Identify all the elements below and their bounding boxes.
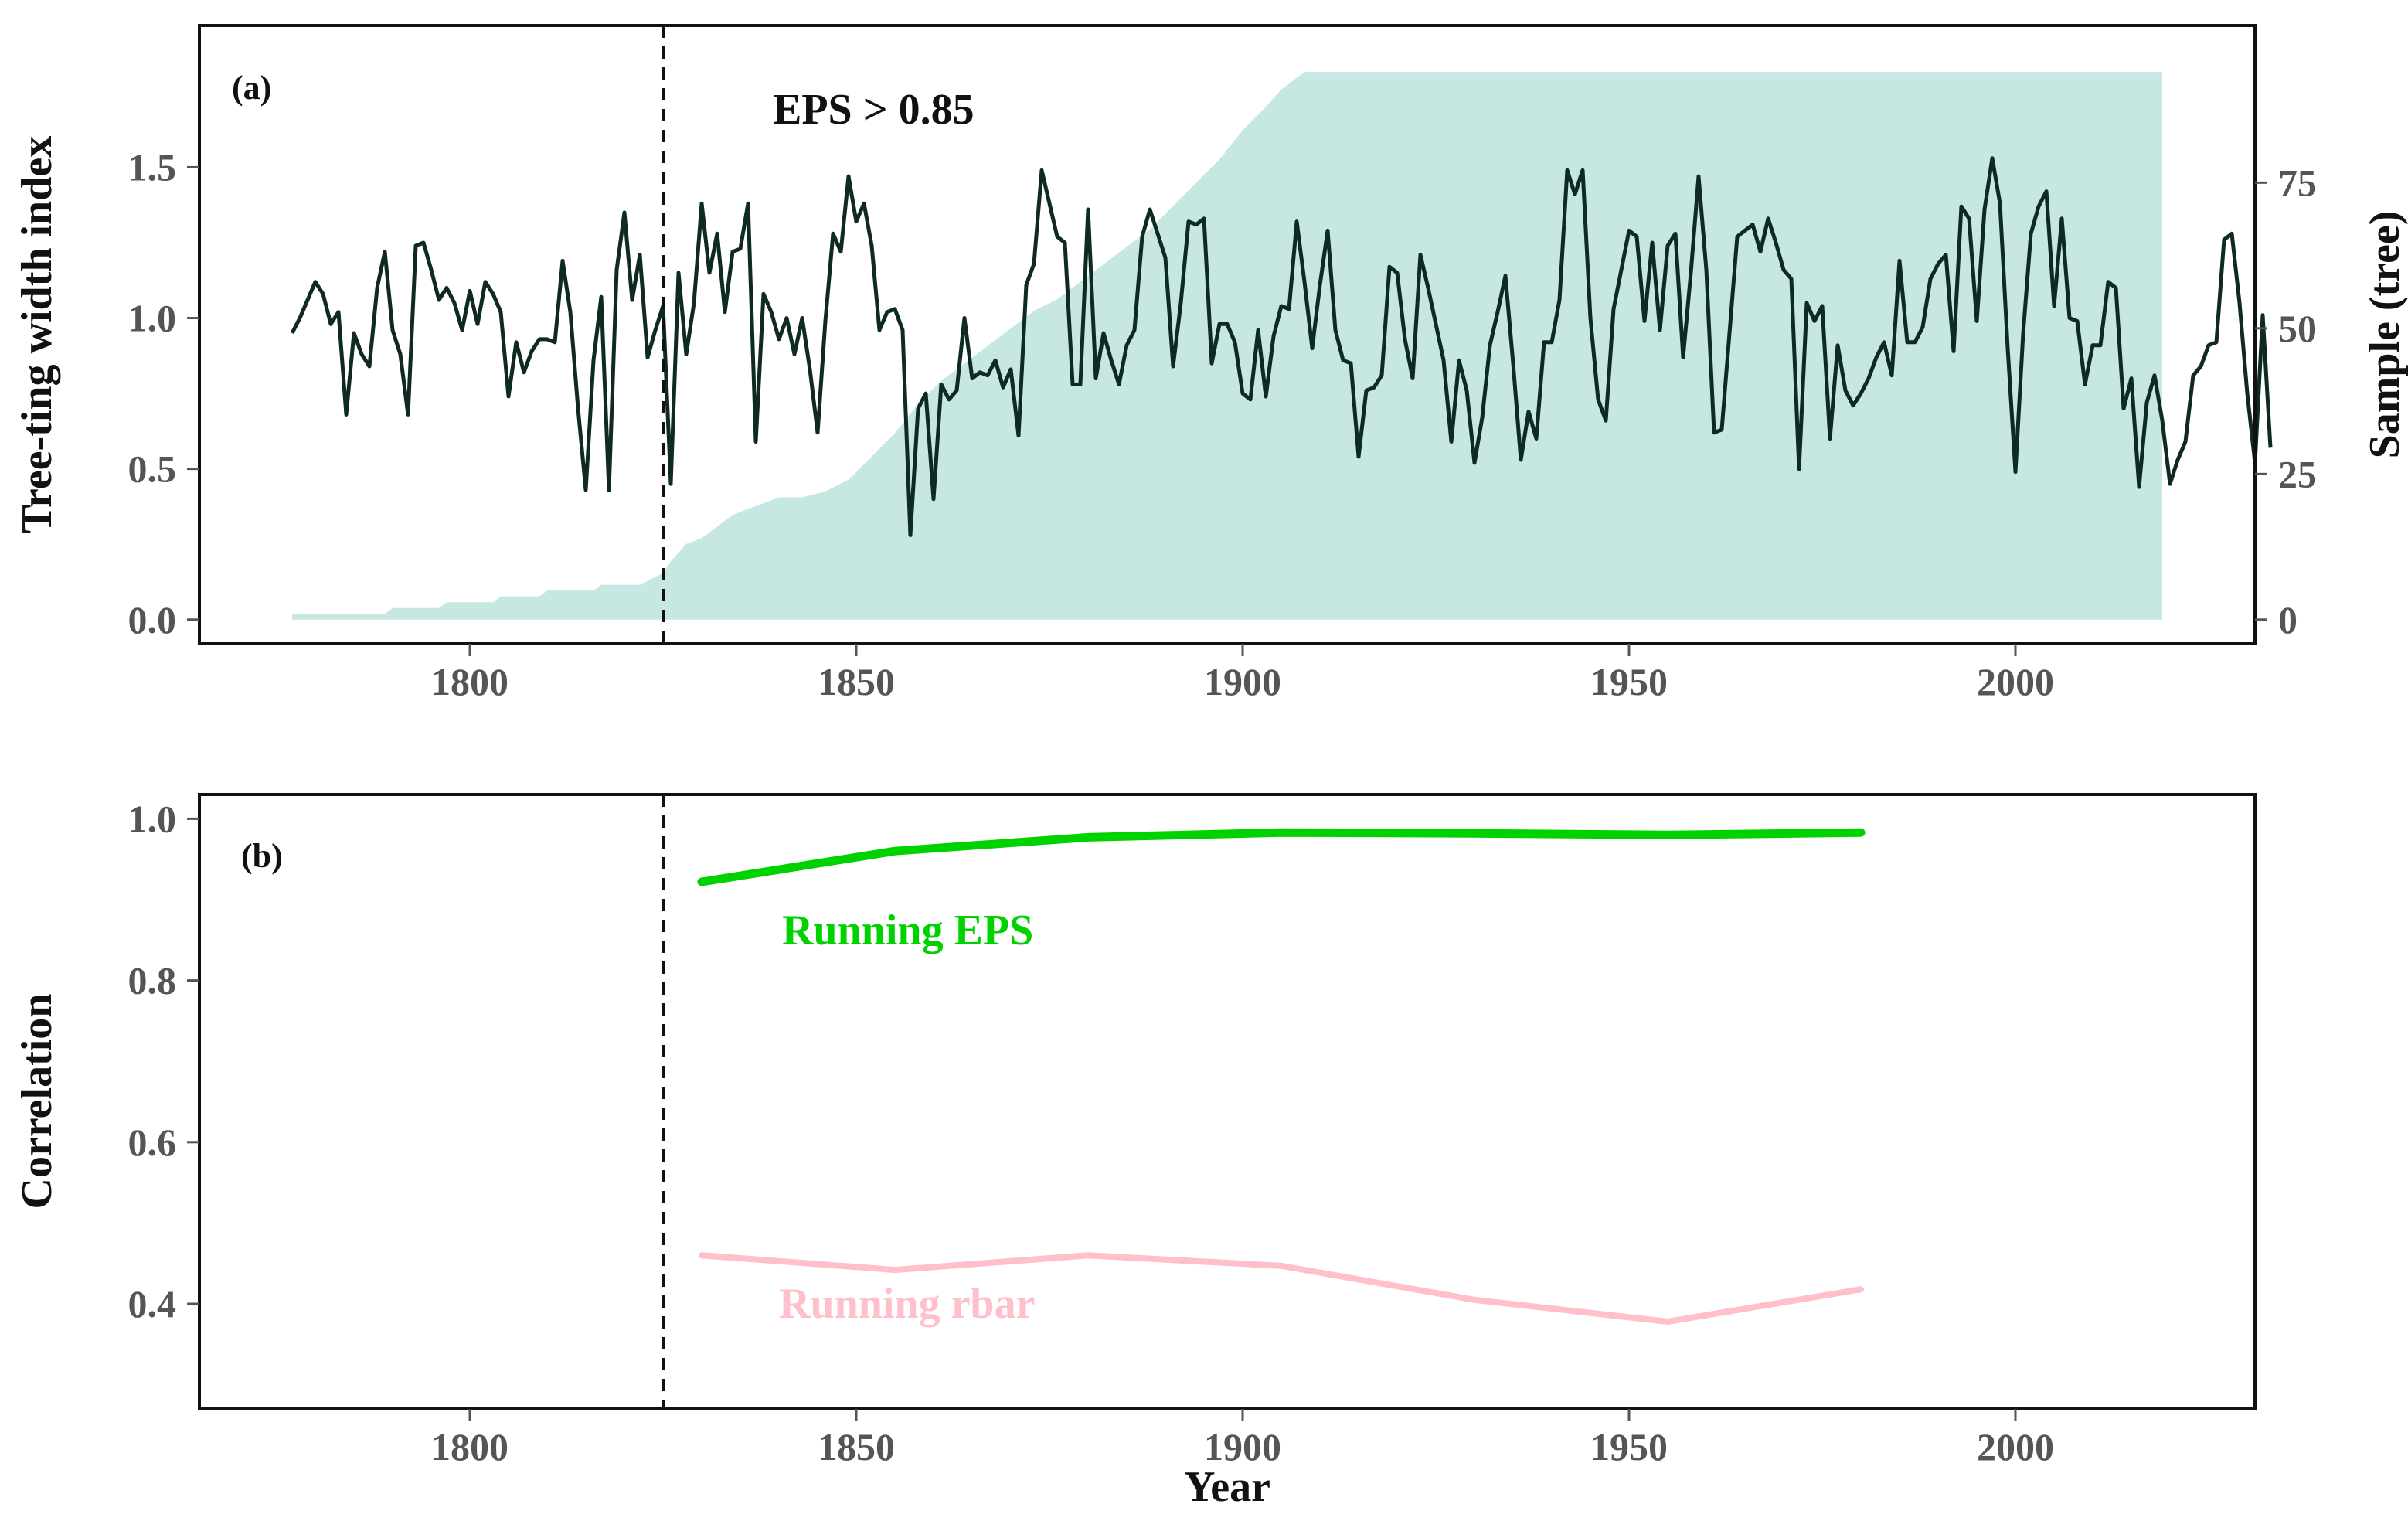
panel-a-label: (a) [232,69,271,107]
running-eps-line [697,828,1866,886]
y-tick-label: 0.8 [128,959,177,1002]
panel-b-frame [198,793,2257,1410]
y-tick-label: 1.5 [128,145,177,189]
running-eps-label: Running EPS [782,907,1033,954]
panel-b-label: (b) [241,837,283,875]
x-tick-label: 1800 [431,1425,508,1468]
y-right-tick-label: 25 [2278,452,2317,495]
y-tick-label: 1.0 [128,797,177,840]
panel-b-y-axis-title: Correlation [13,994,61,1210]
panel-a-x-axis: 1800 1850 1900 1950 2000 [431,644,2054,703]
x-axis-title: Year [1184,1463,1270,1511]
y-tick-label: 0.0 [128,598,177,641]
panel-a-frame [198,24,2257,645]
panel-a: 1800 1850 1900 1950 2000 0.0 0.5 1.0 1.5 0 25 50 7… [13,24,2408,703]
x-tick-label: 1900 [1204,1425,1281,1468]
x-tick-label: 1950 [1590,1425,1668,1468]
y-tick-label: 0.5 [128,447,177,491]
x-tick-label: 1900 [1204,660,1281,703]
y-tick-label: 0.4 [128,1282,177,1325]
eps-threshold-annotation: EPS > 0.85 [773,86,974,134]
panel-b-y-axis: 0.4 0.6 0.8 1.0 [128,797,199,1325]
running-rbar-label: Running rbar [779,1280,1035,1328]
x-tick-label: 2000 [1977,660,2054,703]
y-right-tick-label: 0 [2278,598,2297,641]
x-tick-label: 1800 [431,660,508,703]
x-tick-label: 2000 [1977,1425,2054,1468]
panel-b: 1800 1850 1900 1950 2000 0.4 0.6 0.8 1.0 (b) Ru… [13,793,2257,1511]
tree-ring-index-line [290,156,2273,537]
panel-a-y-axis-title: Tree-ting width index [13,136,61,533]
x-tick-label: 1850 [818,660,895,703]
panel-a-y-axis-left: 0.0 0.5 1.0 1.5 [128,145,199,641]
panel-a-y-axis-right: 0 25 50 75 [2255,161,2317,641]
y-right-tick-label: 75 [2278,161,2317,204]
y-tick-label: 1.0 [128,297,177,340]
x-tick-label: 1950 [1590,660,1668,703]
panel-a-y-axis-right-title: Sample (tree) [2361,211,2408,459]
y-right-tick-label: 50 [2278,307,2317,350]
panel-b-x-axis: 1800 1850 1900 1950 2000 [431,1409,2054,1468]
running-rbar-line [699,1252,1864,1325]
y-tick-label: 0.6 [128,1121,177,1164]
x-tick-label: 1850 [818,1425,895,1468]
